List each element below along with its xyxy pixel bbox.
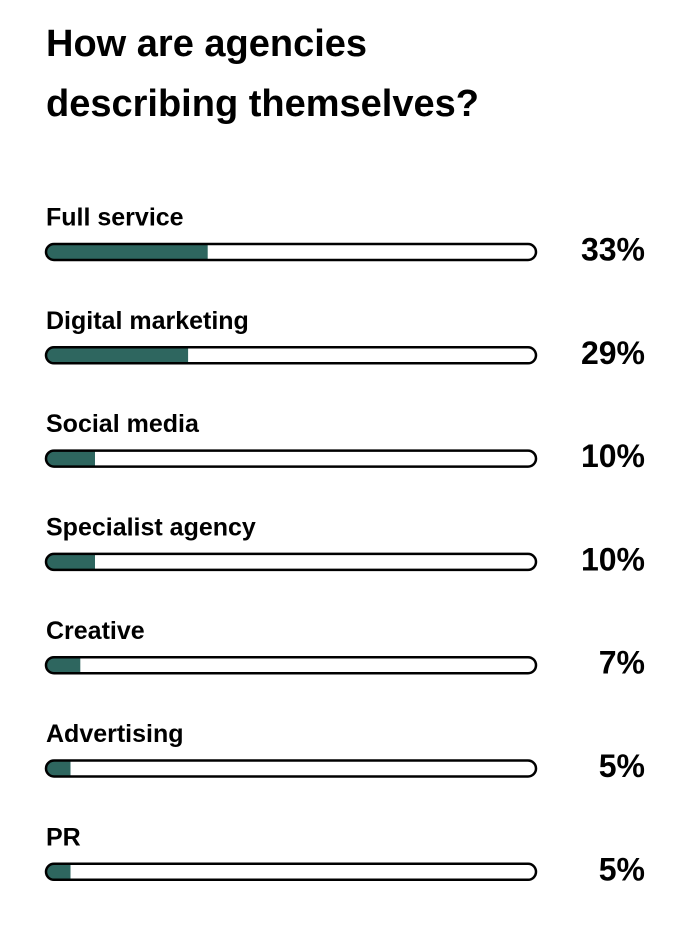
bar-outline: [44, 449, 538, 468]
category-label: PR: [46, 823, 81, 851]
bar-outline: [44, 655, 538, 675]
value-label: 29%: [581, 335, 645, 371]
bar-outline: [44, 862, 538, 882]
bar: [46, 347, 189, 364]
bar-track: [46, 760, 536, 777]
value-label: 7%: [599, 645, 645, 681]
bar: [46, 760, 71, 777]
chart-title: How are agencies describing themselves?: [46, 23, 479, 125]
bar-track: [46, 450, 536, 467]
category-label: Digital marketing: [46, 307, 249, 335]
bar-outline: [44, 242, 538, 262]
category-label: Full service: [46, 204, 184, 232]
value-label: 5%: [599, 748, 645, 784]
category-label: Advertising: [46, 720, 184, 748]
bar-track: [46, 863, 536, 880]
category-label: Creative: [46, 617, 145, 645]
bar: [46, 553, 95, 570]
bar: [46, 450, 95, 467]
value-label: 10%: [581, 438, 645, 474]
value-label: 10%: [581, 541, 645, 577]
bar: [46, 657, 81, 674]
bar-outline: [44, 346, 538, 365]
bar-track: [46, 657, 536, 674]
bar: [46, 863, 71, 880]
value-label: 5%: [599, 851, 645, 887]
bar-track: [46, 553, 536, 570]
value-label: 33%: [581, 231, 645, 267]
bar: [46, 244, 208, 260]
category-label: Social media: [46, 410, 200, 438]
bar-outline: [44, 759, 538, 778]
category-label: Specialist agency: [46, 514, 256, 542]
bar-outline: [44, 552, 538, 572]
